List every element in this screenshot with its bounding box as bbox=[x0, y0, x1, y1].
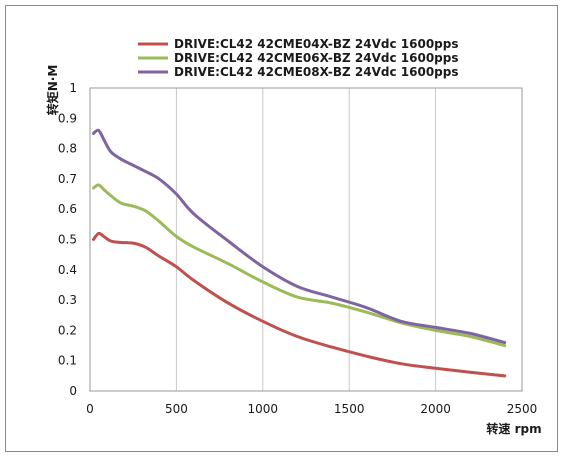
y-tick-label: 0.3 bbox=[58, 293, 77, 307]
x-tick-label: 1000 bbox=[248, 402, 279, 416]
y-tick-label: 0.1 bbox=[58, 354, 77, 368]
gridlines bbox=[175, 88, 437, 391]
x-tick-label: 500 bbox=[165, 402, 188, 416]
y-tick-label: 0 bbox=[69, 384, 77, 398]
y-tick-label: 0.4 bbox=[58, 263, 77, 277]
chart-frame bbox=[5, 5, 558, 452]
series-line-2 bbox=[92, 183, 507, 348]
y-tick-label: 0.2 bbox=[58, 323, 77, 337]
x-tick-label: 0 bbox=[86, 402, 94, 416]
plot-area bbox=[89, 87, 523, 392]
x-tick-label: 2500 bbox=[507, 402, 538, 416]
legend-label-2: DRIVE:CL42 42CME06X-BZ 24Vdc 1600pps bbox=[174, 51, 459, 65]
y-tick-label: 0.5 bbox=[58, 233, 77, 247]
series-line-3 bbox=[92, 128, 507, 344]
x-tick-label: 1500 bbox=[334, 402, 365, 416]
y-tick-label: 1 bbox=[69, 81, 77, 95]
y-axis-title: 转矩N·M bbox=[45, 65, 60, 116]
y-tick-label: 0.7 bbox=[58, 172, 77, 186]
series-line-1 bbox=[92, 231, 507, 378]
y-tick-label: 0.8 bbox=[58, 142, 77, 156]
legend-label-3: DRIVE:CL42 42CME08X-BZ 24Vdc 1600pps bbox=[174, 65, 459, 79]
x-axis-title: 转速 rpm bbox=[486, 421, 541, 436]
y-axis-ticks: 0 0.1 0.2 0.3 0.4 0.5 0.6 0.7 0.8 0.9 1 bbox=[58, 81, 77, 398]
series-group bbox=[92, 128, 507, 378]
y-tick-label: 0.9 bbox=[58, 111, 77, 125]
x-tick-label: 2000 bbox=[420, 402, 451, 416]
x-axis-ticks: 0 500 1000 1500 2000 2500 bbox=[86, 402, 537, 416]
legend: DRIVE:CL42 42CME04X-BZ 24Vdc 1600ppsDRIV… bbox=[138, 37, 459, 79]
y-tick-label: 0.6 bbox=[58, 202, 77, 216]
legend-label-1: DRIVE:CL42 42CME04X-BZ 24Vdc 1600pps bbox=[174, 37, 459, 51]
